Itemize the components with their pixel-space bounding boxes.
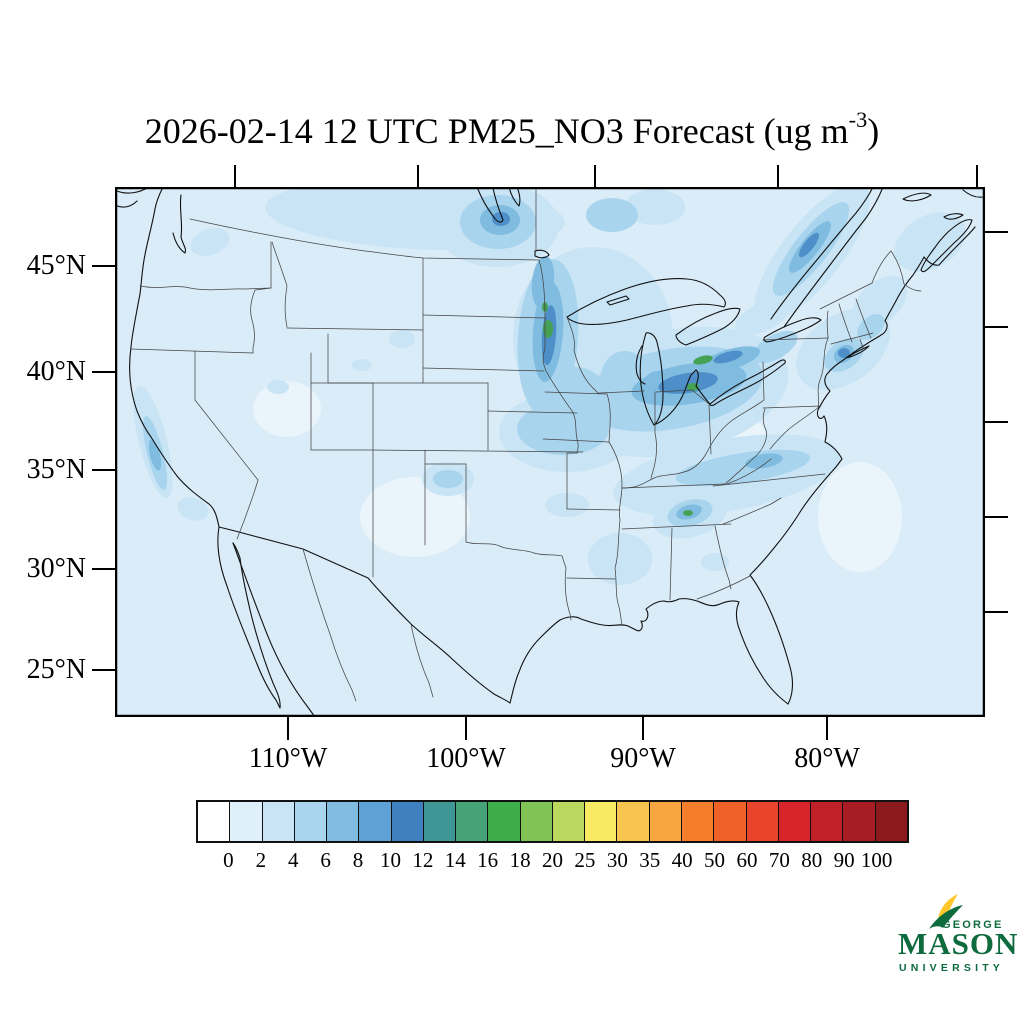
map-panel [114, 180, 986, 718]
lat-tick [92, 568, 115, 570]
lon-tick [826, 717, 828, 740]
top-tick [417, 165, 419, 187]
lat-tick [92, 469, 115, 471]
colorbar-tick-label: 35 [639, 848, 661, 872]
colorbar-cell [778, 802, 812, 841]
colorbar-cell [811, 802, 844, 841]
colorbar-cell [843, 802, 876, 841]
colorbar-cell [617, 802, 650, 841]
gmu-logo-george: GEORGE [942, 919, 1004, 931]
colorbar-tick-label: 6 [320, 848, 331, 872]
top-tick [234, 165, 236, 187]
map-frame [114, 186, 986, 718]
colorbar-tick-label: 100 [860, 848, 893, 872]
colorbar-cell [585, 802, 618, 841]
colorbar-cell [294, 802, 328, 841]
colorbar-tick-label: 16 [477, 848, 499, 872]
colorbar-cell [198, 802, 231, 841]
colorbar-tick-label: 25 [574, 848, 596, 872]
colorbar-tick-label: 30 [606, 848, 628, 872]
lon-tick [287, 717, 289, 740]
chart-title-text: 2026-02-14 12 UTC PM25_NO3 Forecast (ug … [144, 111, 849, 151]
colorbar-tick-label: 10 [379, 848, 401, 872]
right-tick [985, 326, 1008, 328]
colorbar-tick-label: 50 [704, 848, 726, 872]
colorbar-cell [230, 802, 263, 841]
colorbar-tick-label: 14 [444, 848, 466, 872]
colorbar-tick-label: 60 [736, 848, 758, 872]
colorbar-cell [552, 802, 586, 841]
lat-tick-label: 40°N [26, 356, 86, 387]
top-tick [777, 165, 779, 187]
lat-tick-label: 25°N [26, 654, 86, 685]
coastlines [114, 186, 984, 718]
colorbar-cell [327, 802, 360, 841]
contour-level-16 [542, 302, 713, 516]
colorbar-tick-label: 90 [833, 848, 855, 872]
colorbar-cell [488, 802, 521, 841]
gmu-logo-university: UNIVERSITY [899, 962, 1005, 974]
colorbar-cell [391, 802, 424, 841]
gmu-logo-mason: MASON [898, 926, 1019, 961]
colorbar-cell [359, 802, 392, 841]
colorbar-cell [649, 802, 682, 841]
colorbar-tick-label: 40 [671, 848, 693, 872]
chart-title-exponent: -3 [848, 106, 868, 132]
chart-title: 2026-02-14 12 UTC PM25_NO3 Forecast (ug … [77, 106, 947, 152]
lat-tick [92, 265, 115, 267]
state-borders [130, 186, 922, 702]
chart-title-close: ) [867, 111, 880, 151]
colorbar-cell [875, 802, 907, 841]
lon-tick-label: 90°W [610, 743, 676, 774]
lon-tick-label: 100°W [426, 743, 506, 774]
colorbar-tick-label: 70 [768, 848, 790, 872]
gmu-logo: GEORGE MASON UNIVERSITY [893, 893, 1019, 978]
lon-tick-label: 80°W [794, 743, 860, 774]
colorbar-tick-label: 8 [352, 848, 364, 872]
colorbar-cell [520, 802, 553, 841]
colorbar-cell [456, 802, 489, 841]
right-tick [985, 611, 1008, 613]
right-tick [985, 516, 1008, 518]
colorbar-tick-label: 20 [542, 848, 563, 872]
colorbar-tick-label: 0 [223, 848, 234, 872]
colorbar-cell [746, 802, 779, 841]
colorbar-tick-label: 80 [801, 848, 823, 872]
lat-tick [92, 371, 115, 373]
colorbar-tick-label: 4 [287, 848, 299, 872]
colorbar: 0 2 4 6 8 10 12 14 16 18 20 25 30 35 40 50 60 70 80 90 100 [196, 800, 909, 875]
top-tick [594, 165, 596, 187]
colorbar-cell [681, 802, 715, 841]
gmu-leaf-icon [929, 894, 963, 929]
colorbar-cell [423, 802, 457, 841]
great-lakes [476, 186, 822, 426]
lon-tick [642, 717, 644, 740]
lon-tick [465, 717, 467, 740]
colorbar-tick-label: 2 [255, 848, 267, 872]
colorbar-tick-label: 18 [509, 848, 531, 872]
top-tick [976, 165, 978, 187]
right-tick [985, 231, 1008, 233]
colorbar-cell [714, 802, 747, 841]
lat-tick [92, 669, 115, 671]
right-tick [985, 421, 1008, 423]
colorbar-cell [262, 802, 295, 841]
colorbar-tick-label: 12 [412, 848, 434, 872]
lat-tick-label: 35°N [26, 454, 86, 485]
lon-tick-label: 110°W [248, 743, 328, 774]
lat-tick-label: 45°N [26, 250, 86, 281]
lat-tick-label: 30°N [26, 553, 86, 584]
colorbar-cells [196, 800, 909, 843]
us-contour-map [114, 180, 986, 718]
colorbar-labels: 0 2 4 6 8 10 12 14 16 18 20 25 30 35 40 50 60 70 80 90 100 [196, 847, 909, 875]
